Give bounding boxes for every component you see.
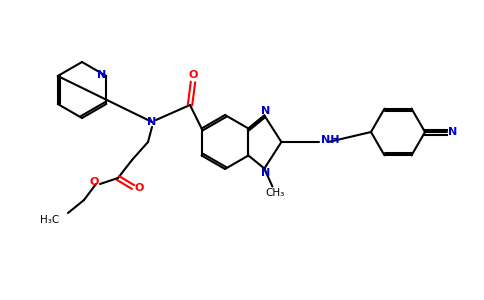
Text: N: N [97, 70, 106, 80]
Text: O: O [90, 177, 99, 187]
Text: O: O [135, 183, 144, 193]
Text: NH: NH [321, 135, 340, 145]
Text: N: N [147, 117, 157, 127]
Text: N: N [448, 127, 458, 137]
Text: N: N [261, 106, 270, 116]
Text: H₃C: H₃C [40, 215, 60, 225]
Text: N: N [261, 169, 270, 178]
Text: CH₃: CH₃ [266, 188, 285, 199]
Text: O: O [188, 70, 197, 80]
